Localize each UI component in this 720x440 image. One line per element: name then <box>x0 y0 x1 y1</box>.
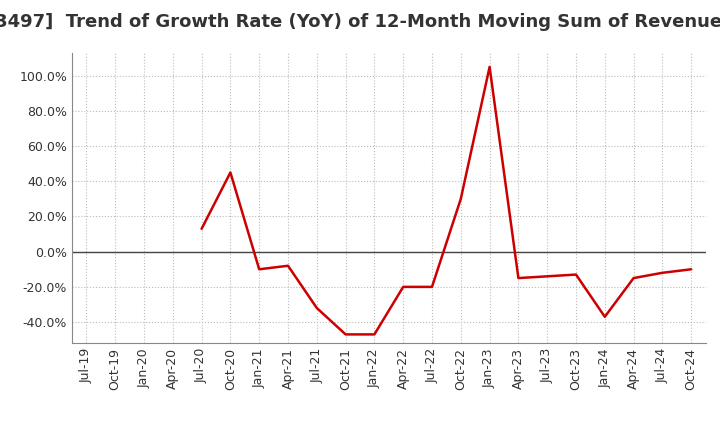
Text: [3497]  Trend of Growth Rate (YoY) of 12-Month Moving Sum of Revenues: [3497] Trend of Growth Rate (YoY) of 12-… <box>0 13 720 31</box>
